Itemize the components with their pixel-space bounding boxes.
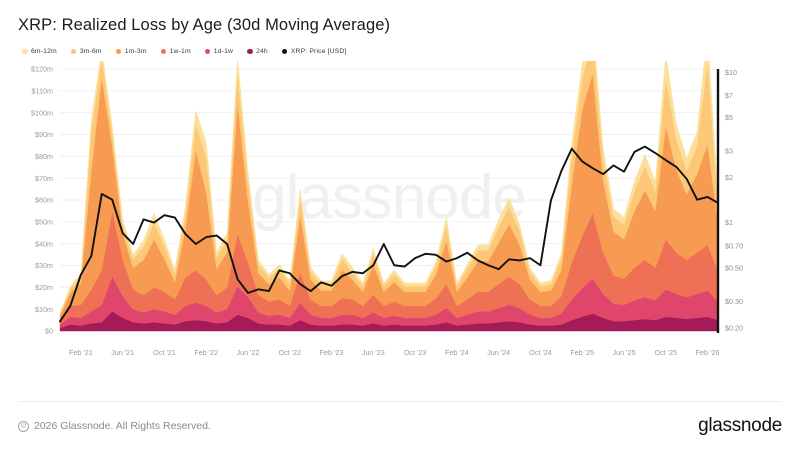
y-axis-left-tick-label: $30m: [35, 261, 53, 270]
copyright-notice: © 2026 Glassnode. All Rights Reserved.: [18, 420, 211, 432]
copyright-icon: ©: [18, 420, 29, 432]
legend-item-label: 6m-12m: [31, 47, 57, 55]
y-axis-right-tick-label: $1: [725, 218, 733, 227]
legend-item-label: 3m-6m: [79, 47, 102, 55]
y-axis-left-tick-label: $70m: [35, 174, 53, 183]
y-axis-left-tick-label: $100m: [31, 108, 53, 117]
x-axis-tick-label: Feb '21: [69, 348, 93, 357]
x-axis-tick-label: Jun '23: [362, 348, 385, 357]
legend-item-1d-1w[interactable]: 1d-1w: [204, 47, 234, 55]
watermark-logo: glassnode: [252, 163, 526, 232]
y-axis-right-tick-label: $5: [725, 113, 733, 122]
brand-logo: glassnode: [698, 415, 782, 436]
legend-item-1m-3m[interactable]: 1m-3m: [115, 47, 147, 55]
legend-swatch-icon: [204, 48, 211, 55]
copyright-text: 2026 Glassnode. All Rights Reserved.: [34, 420, 211, 432]
x-axis-tick-label: Jun '24: [487, 348, 510, 357]
y-axis-right-tick-label: $3: [725, 146, 733, 155]
legend-item-label: 24h: [256, 47, 268, 55]
legend-item-24h[interactable]: 24h: [247, 48, 268, 55]
chart-footer: © 2026 Glassnode. All Rights Reserved. g…: [18, 401, 782, 450]
x-axis-tick-label: Feb '24: [445, 348, 469, 357]
y-axis-left-tick-label: $90m: [35, 130, 53, 139]
y-axis-left-tick-label: $50m: [35, 217, 53, 226]
y-axis-right: $0.20 $0.30 $0.50 $0.70 $1 $2 $3 $5 $7 $10: [716, 68, 743, 333]
legend-swatch-icon: [160, 48, 167, 55]
legend-swatch-icon: [247, 48, 253, 55]
legend-item-label: 1w-1m: [169, 47, 191, 55]
y-axis-left-tick-label: $110m: [32, 86, 53, 95]
legend-item-label: XRP: Price [USD]: [290, 47, 347, 55]
x-axis-tick-label: Jun '21: [111, 348, 134, 357]
x-axis-tick-label: Oct '22: [279, 348, 302, 357]
legend-swatch-icon: [22, 48, 28, 55]
x-axis-tick-label: Feb '23: [320, 348, 344, 357]
legend-swatch-icon: [115, 48, 122, 55]
plot-area: glassnode $0 $10m $20m $30m $40m $50m $60m $70m $…: [0, 60, 800, 401]
legend-item-6m-12m[interactable]: 6m-12m: [22, 48, 57, 55]
legend-item-1w-1m[interactable]: 1w-1m: [160, 47, 191, 55]
x-axis-tick-label: Feb '26: [696, 348, 720, 357]
chart-legend: 6m-12m 3m-6m 1m-3m 1w-1m 1d-1w 24h XRP: Price …: [18, 48, 800, 55]
x-axis-tick-label: Feb '22: [194, 348, 218, 357]
y-axis-right-tick-label: $0.20: [725, 323, 743, 332]
y-axis-right-tick-label: $0.70: [725, 241, 743, 250]
page-title: XRP: Realized Loss by Age (30d Moving Av…: [18, 16, 391, 34]
legend-item-3m-6m[interactable]: 3m-6m: [70, 47, 102, 55]
y-axis-left-tick-label: $10m: [35, 305, 53, 314]
y-axis-left-tick-label: $0: [45, 326, 53, 335]
y-axis-left-tick-label: $40m: [35, 239, 53, 248]
x-axis: Feb '21 Jun '21 Oct '21 Feb '22 Jun '22 Oct '…: [69, 348, 719, 357]
x-axis-tick-label: Oct '24: [529, 348, 552, 357]
y-axis-left-tick-label: $80m: [35, 152, 53, 161]
chart-header: XRP: Realized Loss by Age (30d Moving Av…: [0, 0, 800, 55]
y-axis-left-tick-label: $20m: [35, 283, 53, 292]
y-axis-left: $0 $10m $20m $30m $40m $50m $60m $70m $80m $90m $1…: [31, 64, 53, 335]
x-axis-tick-label: Oct '25: [655, 348, 678, 357]
chart-svg: glassnode$0$10m$20m$30m$40m$50m$60m$70m$…: [31, 60, 743, 357]
x-axis-tick-label: Oct '23: [404, 348, 427, 357]
legend-swatch-icon: [70, 48, 77, 55]
y-axis-right-tick-label: $0.30: [725, 297, 743, 306]
x-axis-tick-label: Jun '25: [613, 348, 636, 357]
y-axis-left-tick-label: $60m: [35, 195, 53, 204]
price-line-series: [59, 145, 719, 323]
y-axis-right-tick-label: $7: [725, 91, 733, 100]
y-axis-right-tick-label: $2: [725, 173, 733, 182]
legend-item-label: 1d-1w: [213, 47, 234, 55]
legend-swatch-icon: [281, 48, 288, 55]
x-axis-tick-label: Feb '25: [570, 348, 594, 357]
y-axis-right-tick-label: $0.50: [725, 263, 743, 272]
x-axis-tick-label: Oct '21: [153, 348, 176, 357]
y-axis-right-tick-label: $10: [725, 68, 737, 77]
y-axis-left-tick-label: $120m: [31, 64, 53, 73]
legend-item-xrp-price-usd[interactable]: XRP: Price [USD]: [281, 47, 347, 55]
x-axis-tick-label: Jun '22: [237, 348, 260, 357]
legend-item-label: 1m-3m: [124, 47, 147, 55]
